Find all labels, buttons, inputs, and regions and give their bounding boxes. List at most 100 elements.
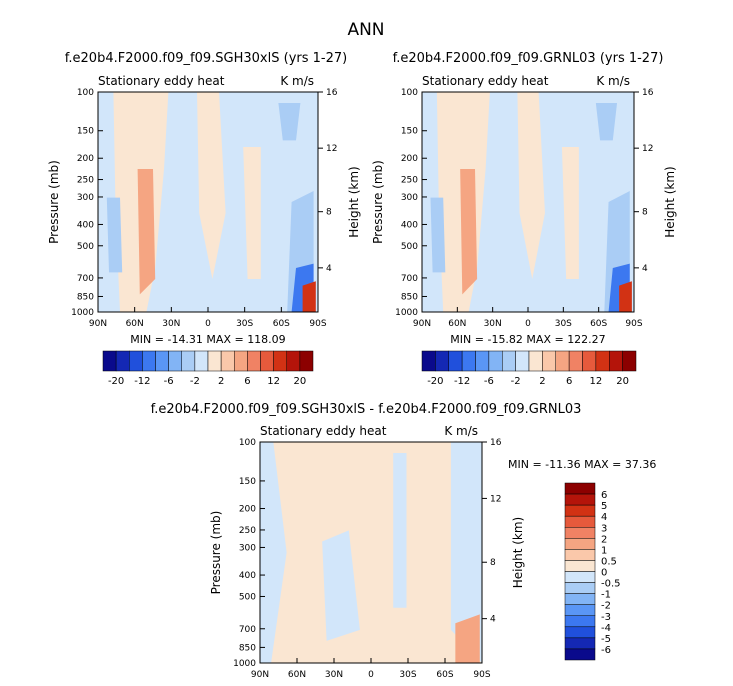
colorbar-swatch: [207, 350, 222, 372]
diff-cold-eq: [393, 453, 407, 608]
colorbar-swatch: [247, 350, 261, 372]
y-tick-label: 1000: [233, 659, 256, 669]
x-tick-label: 60N: [288, 670, 306, 680]
y-tick-label: 500: [401, 242, 418, 252]
colorbar-label: -1: [601, 590, 611, 601]
colorbar-label: 12: [267, 376, 280, 387]
y-tick-label: 300: [239, 543, 256, 553]
y-axis-label: Pressure (mb): [371, 160, 385, 244]
x-tick-label: 90N: [89, 319, 107, 329]
warm-band-eq: [517, 92, 545, 279]
y-tick-label: 1000: [395, 308, 418, 318]
colorbar-swatch: [129, 350, 143, 372]
colorbar-swatch: [260, 350, 274, 372]
colorbar-label: 12: [590, 376, 603, 387]
y-right-tick-label: 12: [642, 144, 653, 154]
y-tick-label: 200: [77, 154, 94, 164]
y-tick-label: 700: [239, 625, 256, 635]
y-right-tick-label: 12: [490, 494, 501, 504]
min-max-text: MIN = -15.82 MAX = 122.27: [450, 333, 605, 346]
colorbar-swatch: [475, 350, 490, 372]
diff-cold-mid: [322, 530, 360, 641]
y-right-tick-label: 8: [326, 208, 332, 218]
colorbar-label: 0.5: [601, 556, 617, 567]
warm-core-nh: [137, 169, 156, 295]
colorbar-label: 3: [601, 523, 607, 534]
colorbar-swatch: [564, 504, 596, 517]
y-tick-label: 100: [239, 438, 256, 448]
warm-core-nh: [460, 169, 478, 295]
y-right-axis-label: Height (km): [511, 517, 525, 588]
colorbar-swatch: [564, 571, 596, 583]
colorbar-swatch: [555, 350, 570, 372]
colorbar-swatch: [568, 350, 583, 372]
x-tick-label: 0: [368, 670, 374, 680]
y-tick-label: 850: [77, 292, 94, 302]
y-tick-label: 400: [239, 571, 256, 581]
panel-sgh30xls: f.e20b4.F2000.f09_f09.SGH30xlS (yrs 1-27…: [47, 51, 361, 387]
colorbar-swatch: [448, 350, 463, 372]
y-tick-label: 400: [401, 220, 418, 230]
colorbar-swatch: [142, 350, 156, 372]
cold-core-upper-sh: [595, 103, 618, 141]
y-right-tick-label: 4: [642, 264, 648, 274]
x-tick-label: 30S: [236, 319, 253, 329]
colorbar-swatch: [564, 493, 596, 506]
colorbar-swatch: [421, 350, 436, 372]
colorbar-swatch: [564, 560, 596, 572]
colorbar-label: -6: [601, 645, 611, 656]
diff-cold-sh: [450, 442, 482, 663]
y-axis-label: Pressure (mb): [209, 511, 223, 595]
colorbar-swatch: [168, 350, 182, 372]
colorbar-label: -2: [190, 376, 200, 387]
y-right-tick-label: 16: [642, 88, 654, 98]
y-tick-label: 200: [401, 154, 418, 164]
colorbar-swatch: [564, 527, 596, 539]
x-tick-label: 90S: [473, 670, 490, 680]
y-tick-label: 500: [77, 242, 94, 252]
y-tick-label: 300: [401, 193, 418, 203]
panel-subtitle-right: K m/s: [596, 74, 630, 88]
colorbar-swatch: [542, 350, 556, 372]
y-tick-label: 100: [77, 88, 94, 98]
colorbar-label: 2: [601, 534, 607, 545]
x-tick-label: 60S: [273, 319, 290, 329]
warm-band-eq: [197, 92, 226, 279]
colorbar-swatch: [564, 593, 596, 605]
y-tick-label: 250: [401, 176, 418, 186]
colorbar-swatch: [582, 350, 597, 372]
panel-grnl03: f.e20b4.F2000.f09_f09.GRNL03 (yrs 1-27) S…: [371, 51, 677, 387]
y-right-tick-label: 16: [326, 88, 338, 98]
colorbar-label: -4: [601, 623, 611, 634]
y-right-tick-label: 8: [490, 558, 496, 568]
colorbar-swatch: [609, 350, 623, 372]
y-tick-label: 250: [77, 176, 94, 186]
warm-band-sh: [243, 147, 261, 279]
colorbar-label: -2: [601, 601, 611, 612]
colorbar-swatch: [564, 615, 596, 628]
colorbar-swatch: [155, 350, 169, 372]
colorbar-label: 0: [601, 568, 607, 579]
x-tick-label: 90S: [309, 319, 326, 329]
y-tick-label: 1000: [71, 308, 94, 318]
y-tick-label: 100: [401, 88, 418, 98]
x-tick-label: 60S: [590, 319, 607, 329]
colorbar-swatch: [220, 350, 235, 372]
x-tick-label: 60S: [436, 670, 453, 680]
colorbar-swatch: [194, 350, 209, 372]
panel-subtitle-right: K m/s: [444, 424, 478, 438]
warm-strong-sh: [619, 281, 632, 312]
colorbar-swatch: [564, 482, 596, 495]
y-axis-label: Pressure (mb): [47, 160, 61, 244]
colorbar-label: -20: [108, 376, 124, 387]
colorbar-label: 1: [601, 545, 607, 556]
colorbar-label: 4: [601, 512, 607, 523]
y-right-axis-label: Height (km): [663, 166, 677, 237]
colorbar-label: 2: [539, 376, 545, 387]
y-tick-label: 850: [239, 643, 256, 653]
panel-subtitle-left: Stationary eddy heat: [260, 424, 387, 438]
cold-core-nh: [106, 197, 123, 273]
colorbar-label: -12: [134, 376, 150, 387]
y-tick-label: 200: [239, 505, 256, 515]
